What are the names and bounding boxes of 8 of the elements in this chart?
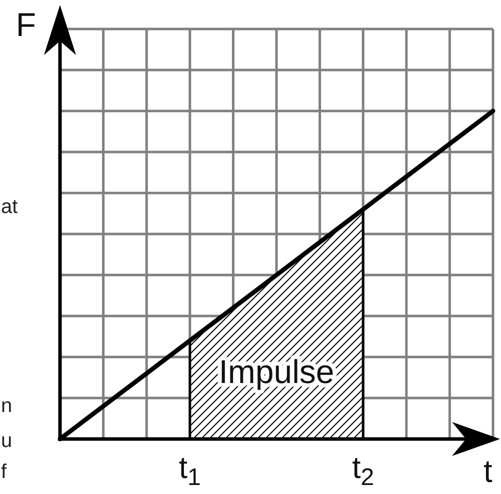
y-axis-title: F xyxy=(16,6,36,43)
x-tick-label: t$_{1}$ xyxy=(178,450,201,492)
text: f xyxy=(1,461,7,483)
text: u xyxy=(1,430,12,452)
x-axis-title: t xyxy=(484,453,493,489)
text: at xyxy=(1,196,18,218)
x-tick-label: t$_{2}$ xyxy=(352,450,374,492)
text: n xyxy=(1,395,12,417)
